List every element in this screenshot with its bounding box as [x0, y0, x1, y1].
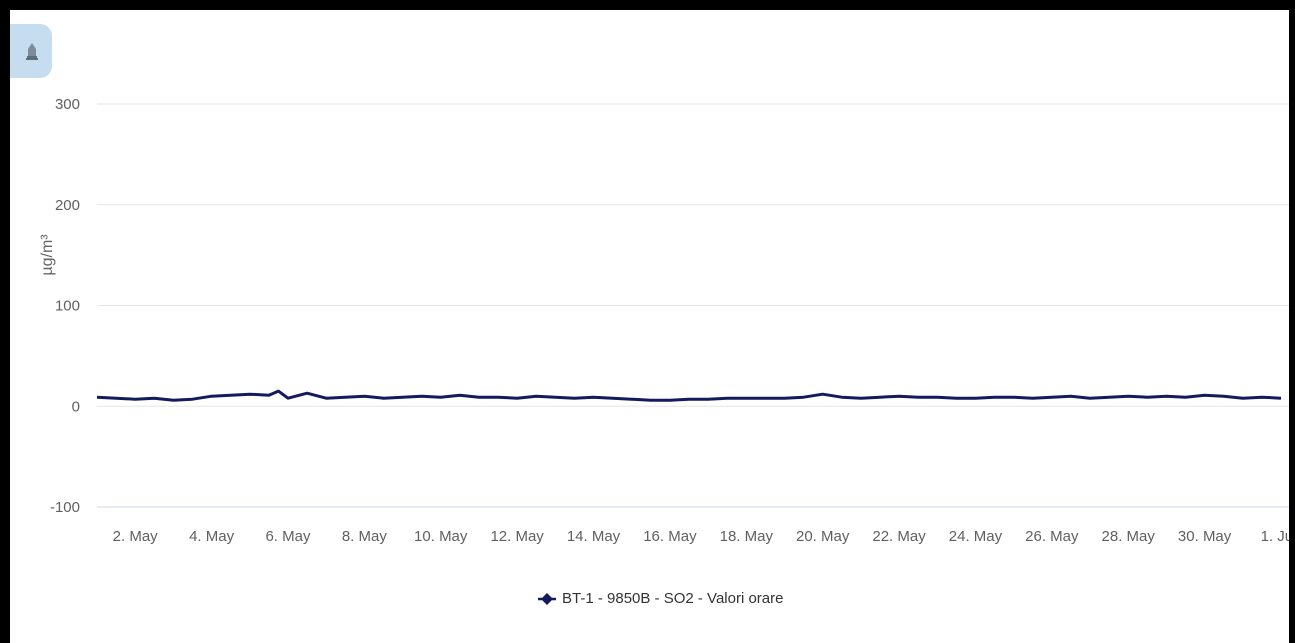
y-tick-label: 0	[72, 398, 80, 415]
legend-label: BT-1 - 9850B - SO2 - Valori orare	[562, 590, 784, 607]
x-tick-label: 30. May	[1178, 528, 1232, 545]
x-tick-label: 1. Jun	[1261, 528, 1289, 545]
x-tick-label: 6. May	[265, 528, 311, 545]
x-tick-label: 14. May	[567, 528, 621, 545]
x-tick-label: 26. May	[1025, 528, 1079, 545]
series-line-0[interactable]	[96, 389, 1282, 402]
legend-symbol	[538, 592, 556, 605]
export-menu-button[interactable]	[10, 24, 52, 78]
legend[interactable]: BT-1 - 9850B - SO2 - Valori orare	[538, 590, 783, 607]
x-tick-label: 16. May	[643, 528, 697, 545]
x-tick-label: 28. May	[1102, 528, 1156, 545]
x-tick-label: 12. May	[490, 528, 544, 545]
x-tick-label: 4. May	[189, 528, 235, 545]
x-tick-label: 20. May	[796, 528, 850, 545]
y-tick-label: -100	[50, 499, 80, 516]
chart-frame: 300 200 100 0 -100 2. May 4. May 6. May 8. May 10…	[10, 10, 1289, 643]
x-tick-label: 10. May	[414, 528, 468, 545]
x-tick-label: 18. May	[720, 528, 774, 545]
x-tick-label: 2. May	[113, 528, 159, 545]
y-tick-label: 100	[55, 298, 80, 315]
x-tick-label: 8. May	[342, 528, 388, 545]
chart-svg: 300 200 100 0 -100 2. May 4. May 6. May 8. May 10…	[39, 96, 1289, 545]
x-tick-label: 22. May	[872, 528, 926, 545]
y-axis-title: µg/m³	[39, 234, 56, 276]
chart-menu-icon	[26, 43, 38, 60]
x-tick-label: 24. May	[949, 528, 1003, 545]
y-tick-label: 300	[55, 96, 80, 113]
y-tick-label: 200	[55, 197, 80, 214]
